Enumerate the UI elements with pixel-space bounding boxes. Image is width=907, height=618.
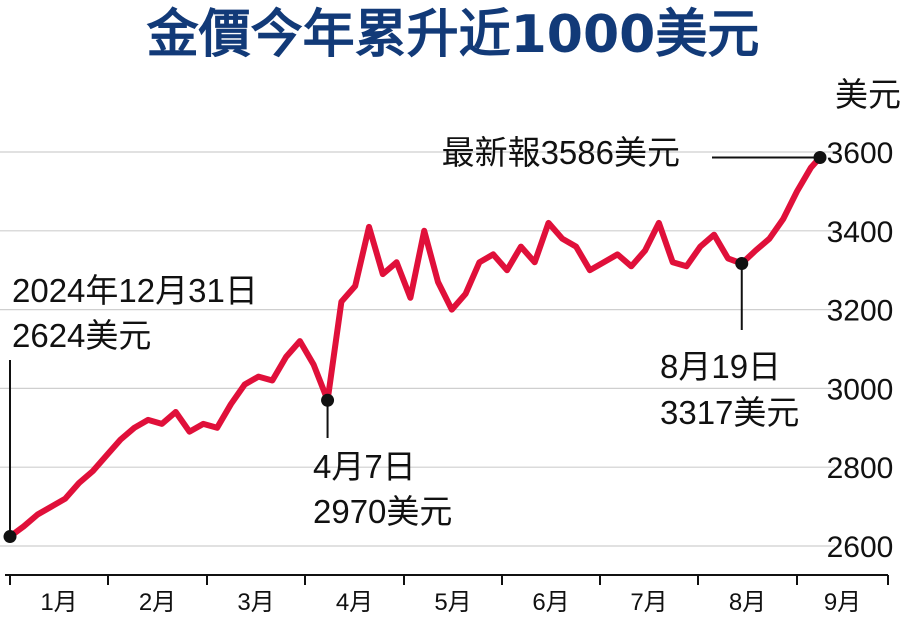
aug19-price-label: 3317美元 <box>660 394 799 431</box>
start-date-label: 2024年12月31日 <box>12 272 258 309</box>
apr7-date-label: 4月7日 <box>313 448 416 485</box>
aug19-point-marker <box>735 257 749 271</box>
start-point-marker <box>3 530 17 544</box>
y-tick-label: 3600 <box>827 137 894 170</box>
y-tick-label: 3200 <box>827 295 894 328</box>
apr7-point-marker <box>321 393 335 407</box>
x-tick-label: 4月 <box>336 589 373 616</box>
x-tick-label: 2月 <box>139 589 176 616</box>
x-tick-label: 5月 <box>434 589 471 616</box>
x-tick-label: 3月 <box>237 589 274 616</box>
y-axis-ticks: 2600 2800 3000 3200 3400 3600 <box>827 137 894 564</box>
price-line <box>7 154 823 540</box>
y-axis-unit-label: 美元 <box>835 76 901 113</box>
x-tick-label: 7月 <box>630 589 667 616</box>
x-tick-label: 8月 <box>729 589 766 616</box>
start-price-label: 2624美元 <box>12 317 151 354</box>
grid-lines <box>0 151 835 547</box>
y-tick-label: 3000 <box>827 373 894 406</box>
y-tick-label: 3400 <box>827 216 894 249</box>
y-tick-label: 2600 <box>827 531 894 564</box>
x-tick-label: 9月 <box>824 589 861 616</box>
x-axis: 1月 2月 3月 4月 5月 6月 7月 8月 9月 <box>5 574 889 616</box>
annotations: 2024年12月31日 2624美元 4月7日 2970美元 8月19日 3317美元 最新… <box>3 134 827 544</box>
latest-point-marker <box>813 151 827 165</box>
apr7-price-label: 2970美元 <box>313 493 452 530</box>
chart-title: 金價今年累升近1000美元 <box>146 5 760 65</box>
y-tick-label: 2800 <box>827 452 894 485</box>
latest-price-label: 最新報3586美元 <box>442 134 680 171</box>
x-tick-label: 6月 <box>532 589 569 616</box>
x-tick-label: 1月 <box>40 589 77 616</box>
price-series <box>7 154 823 540</box>
aug19-date-label: 8月19日 <box>660 348 781 385</box>
